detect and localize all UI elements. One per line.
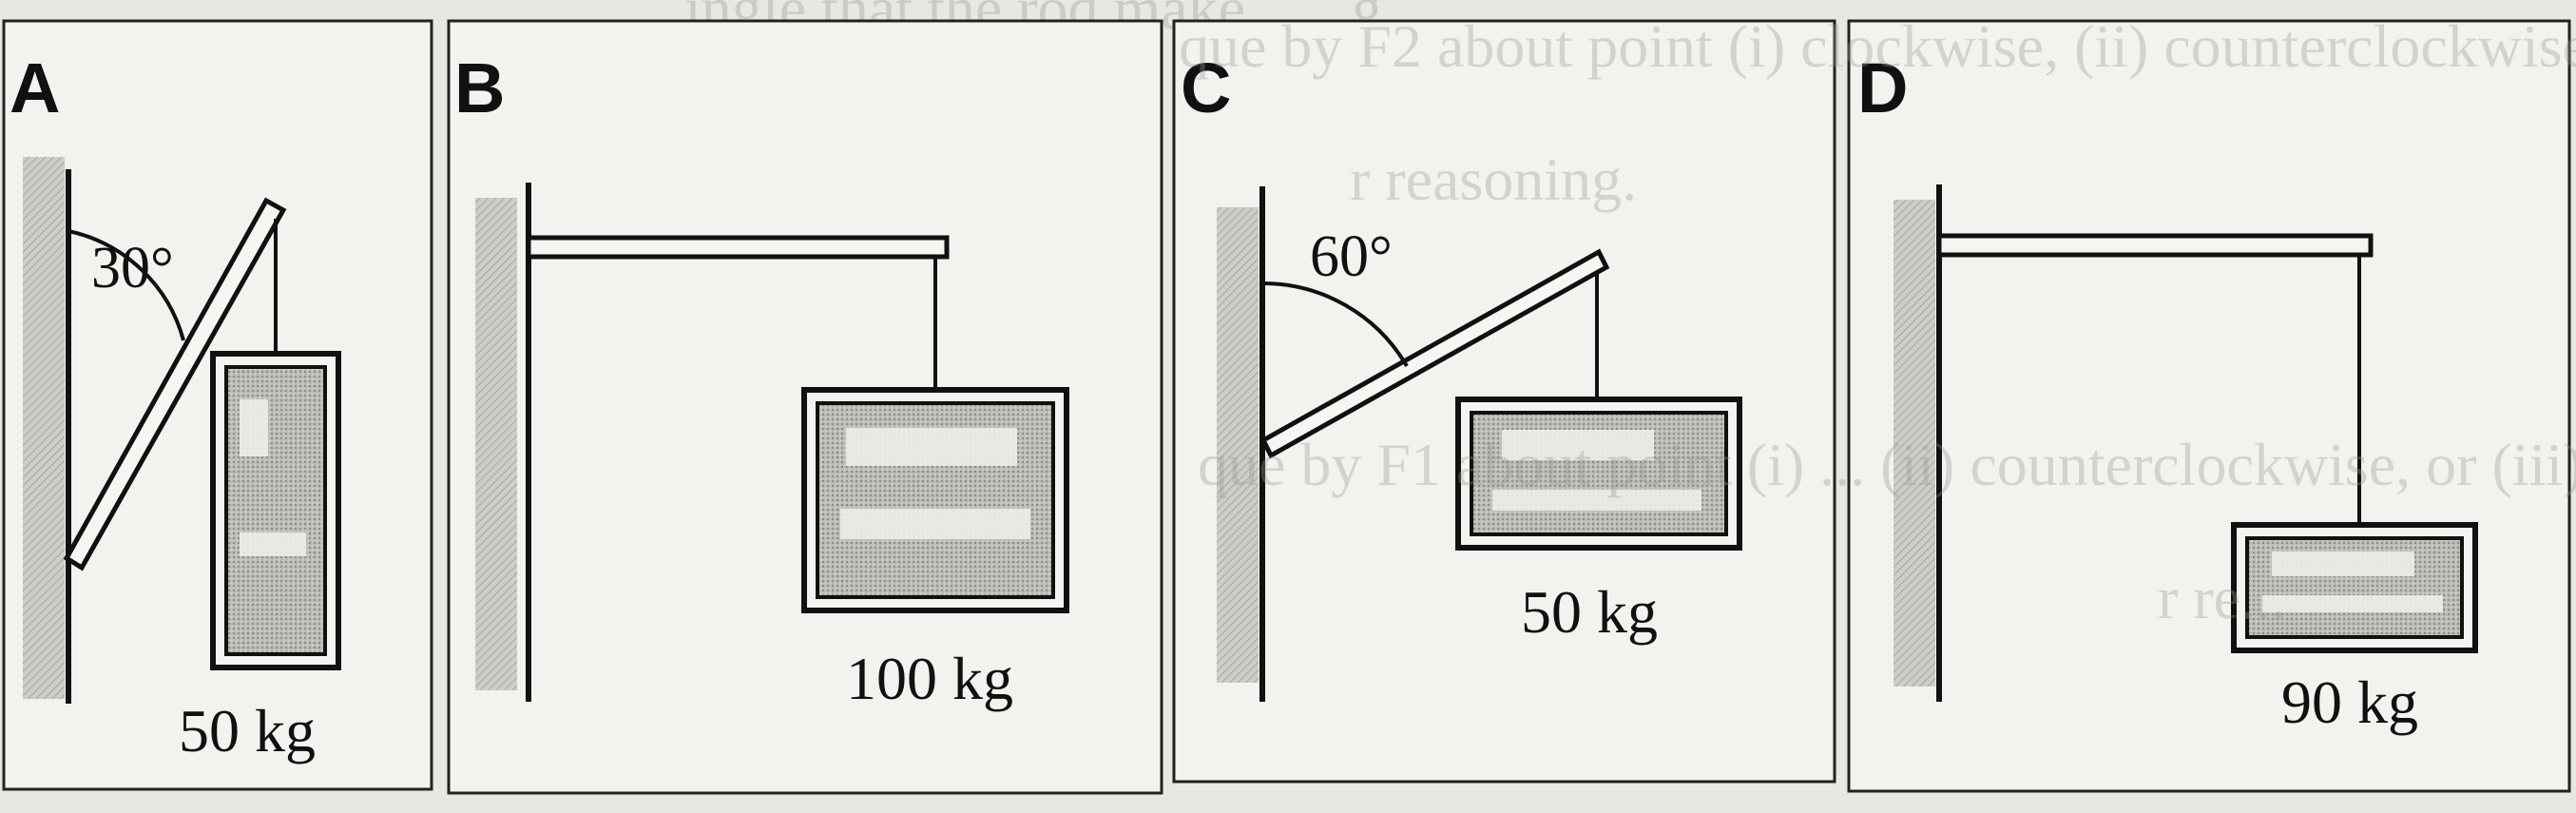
panel-a-angle-label: 30°	[91, 236, 174, 300]
panel-d: D 90 kg	[1847, 19, 2571, 793]
panel-d-wall	[1894, 200, 1935, 687]
panel-d-rod	[1936, 233, 2374, 258]
panel-a-rod	[63, 197, 287, 571]
panel-a-sign-mark	[240, 399, 268, 456]
panel-a: A 30° 50 kg	[2, 19, 433, 791]
panel-c-letter: C	[1181, 48, 1231, 127]
panel-b-mass-label: 100 kg	[846, 645, 1013, 712]
panel-c-rod	[1259, 248, 1610, 459]
panel-c-wall	[1217, 207, 1259, 683]
panel-b-sign-mark	[840, 509, 1030, 539]
panel-c-mass-label: 50 kg	[1521, 578, 1658, 646]
panel-a-wall	[23, 157, 65, 699]
panel-b-letter: B	[454, 48, 505, 127]
panel-c-sign-mark	[1492, 490, 1701, 511]
bleed-text-line-4: r re...	[2158, 564, 2286, 631]
panel-b-wall	[475, 198, 517, 690]
panel-c-angle-label: 60°	[1310, 224, 1393, 289]
panel-a-sign-mark	[240, 532, 306, 556]
bleed-text-line-2: r reasoning.	[1350, 145, 1637, 213]
bleed-text-line-1: que by F2 about point (i) clockwise, (ii…	[1179, 12, 2576, 80]
panel-b-rod	[526, 235, 950, 260]
panel-a-mass-label: 50 kg	[179, 697, 316, 765]
panel-a-angle-arc	[67, 229, 185, 341]
panel-d-frame	[1847, 19, 2571, 793]
panel-c-sign-mark	[1502, 430, 1654, 460]
panel-d-mass-label: 90 kg	[2281, 668, 2418, 736]
panel-c-angle-arc	[1261, 281, 1409, 368]
panel-a-letter: A	[10, 48, 60, 127]
panel-d-letter: D	[1857, 48, 1908, 127]
panel-d-sign-mark	[2272, 552, 2414, 576]
bleed-text-line-3: que by F1 about point (i) ... (ii) count…	[1198, 431, 2576, 498]
panel-b: B 100 kg	[447, 19, 1163, 795]
panel-c: C 60° 50 kg	[1172, 19, 1836, 784]
panel-d-sign-mark	[2262, 595, 2443, 612]
bleed-through-text: que by F2 about point (i) clockwise, (ii…	[1179, 12, 2576, 631]
panel-b-sign-mark	[846, 428, 1017, 466]
